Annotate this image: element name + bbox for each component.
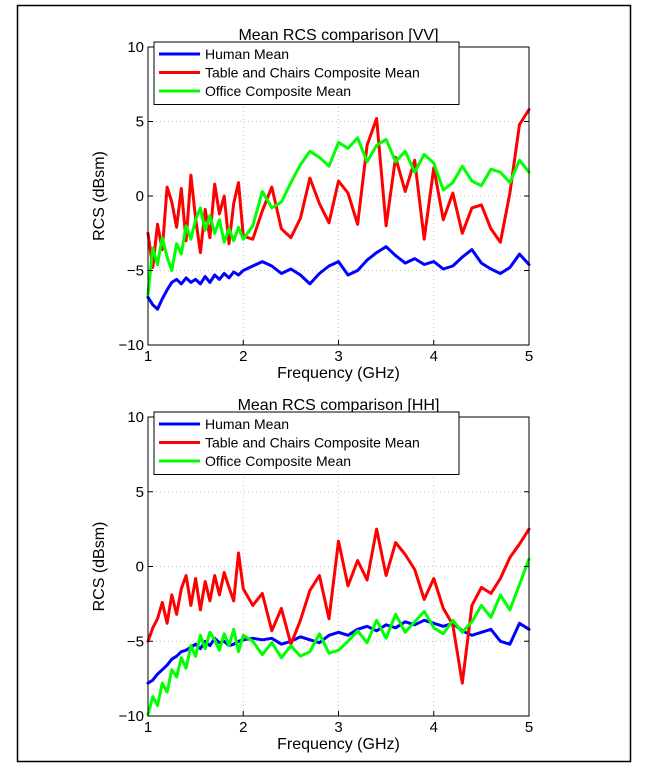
series-line-3 xyxy=(146,557,531,716)
y-tick-label: 5 xyxy=(136,484,144,501)
series-line-3 xyxy=(146,136,531,296)
y-tick-label: 0 xyxy=(136,559,144,576)
y-tick-label: −5 xyxy=(127,263,144,280)
y-tick-label: −10 xyxy=(119,337,144,354)
y-tick-label: 5 xyxy=(136,114,144,131)
y-tick-label: 0 xyxy=(136,188,144,205)
x-tick-label: 3 xyxy=(334,348,342,365)
legend-label: Office Composite Mean xyxy=(205,83,351,99)
y-tick-label: −10 xyxy=(119,708,144,725)
chart-title: Mean RCS comparison [VV] xyxy=(238,27,438,44)
chart-panel-2: 1 2 3 4 5 −10 −5 0 5 10 Mean RCS comparison [HH] Fr… xyxy=(91,397,533,753)
chart-title: Mean RCS comparison [HH] xyxy=(238,397,440,414)
legend-box xyxy=(153,411,460,475)
x-axis-label: Frequency (GHz) xyxy=(277,736,400,753)
x-tick-label: 4 xyxy=(430,348,438,365)
legend-label: Human Mean xyxy=(205,416,289,432)
figure-frame xyxy=(16,4,632,763)
series-line-2 xyxy=(146,527,531,685)
x-tick-label: 5 xyxy=(525,719,533,736)
legend-label: Table and Chairs Composite Mean xyxy=(205,435,420,451)
legend-label: Table and Chairs Composite Mean xyxy=(205,65,420,81)
x-tick-label: 4 xyxy=(430,719,438,736)
chart-panel-1: 1 2 3 4 5 −10 −5 0 5 10 Mean RCS comparison [VV] Fr… xyxy=(91,27,533,382)
legend-label: Human Mean xyxy=(205,46,289,62)
series-line-2 xyxy=(146,108,531,269)
x-axis-label: Frequency (GHz) xyxy=(277,365,400,382)
y-tick-label: −5 xyxy=(127,633,144,650)
x-tick-label: 2 xyxy=(239,719,247,736)
y-axis-label: RCS (dBsm) xyxy=(91,151,108,241)
x-tick-label: 1 xyxy=(144,719,152,736)
x-tick-label: 3 xyxy=(334,719,342,736)
x-tick-label: 1 xyxy=(144,348,152,365)
series-line-1 xyxy=(146,245,531,311)
y-axis-label: RCS (dBsm) xyxy=(91,522,108,612)
y-tick-label: 10 xyxy=(127,409,144,426)
y-tick-label: 10 xyxy=(127,39,144,56)
x-tick-label: 5 xyxy=(525,348,533,365)
x-tick-label: 2 xyxy=(239,348,247,365)
legend-label: Office Composite Mean xyxy=(205,453,351,469)
legend-box xyxy=(153,41,460,105)
